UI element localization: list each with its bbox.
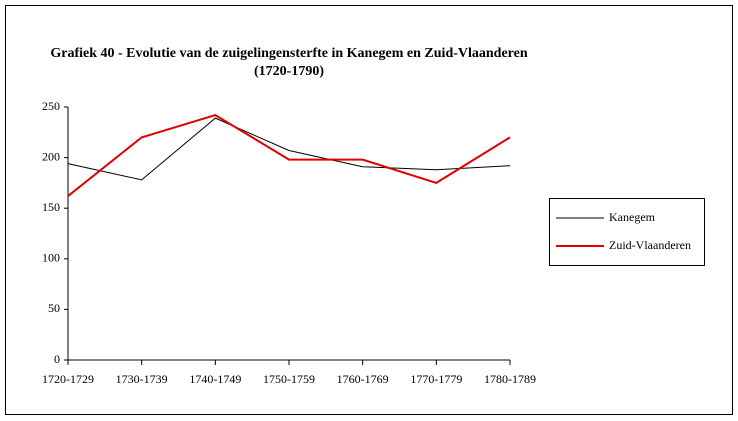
y-tick-label: 100 xyxy=(42,251,60,265)
x-tick-label: 1730-1739 xyxy=(116,372,168,386)
series-line xyxy=(67,114,511,197)
x-tick-label: 1780-1789 xyxy=(484,372,536,386)
x-tick-label: 1770-1779 xyxy=(410,372,462,386)
x-tick-label: 1720-1729 xyxy=(42,372,94,386)
y-tick-label: 0 xyxy=(54,352,60,366)
y-tick-label: 200 xyxy=(42,149,60,163)
chart-title: Grafiek 40 - Evolutie van de zuigelingen… xyxy=(50,46,527,61)
x-tick-label: 1740-1749 xyxy=(189,372,241,386)
x-tick-label: 1760-1769 xyxy=(337,372,389,386)
y-tick-label: 50 xyxy=(48,301,60,315)
series-line xyxy=(67,117,511,181)
legend-label: Kanegem xyxy=(609,210,656,224)
x-tick-label: 1750-1759 xyxy=(263,372,315,386)
y-tick-label: 150 xyxy=(42,200,60,214)
legend-box xyxy=(549,198,705,266)
y-tick-label: 250 xyxy=(42,99,60,113)
legend-label: Zuid-Vlaanderen xyxy=(609,238,691,252)
chart-subtitle: (1720-1790) xyxy=(254,64,324,79)
